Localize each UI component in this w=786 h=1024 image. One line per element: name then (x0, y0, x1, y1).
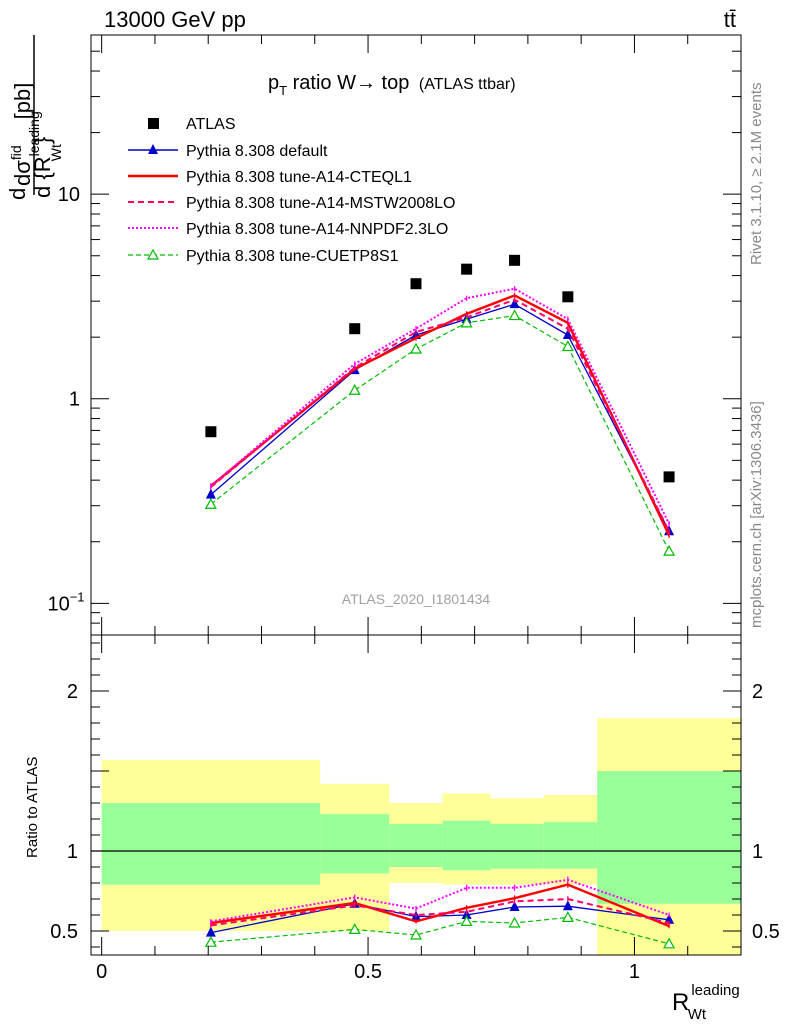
main-series-4-point (663, 544, 676, 556)
ratio-y-tick-label: 0.5 (50, 921, 78, 943)
chart-title: pT ratio W→ top (ATLAS ttbar) (268, 72, 516, 98)
x-tick-label: 1 (629, 961, 640, 983)
ratio-y-tick-label-right: 2 (752, 681, 763, 703)
legend: ATLAS Pythia 8.308 default Pythia 8.308 … (128, 116, 455, 265)
ratio-series-4-point (460, 915, 473, 927)
main-series-3-line (210, 287, 670, 525)
main-series-4-point (409, 342, 423, 354)
atlas-data-point (461, 263, 473, 275)
main-series-4-point (508, 309, 521, 321)
ratio-series-4-point (204, 935, 217, 947)
ratio-series-0-point (205, 926, 216, 937)
ratio-series-4-point (508, 916, 521, 928)
atlas-data-point (349, 323, 361, 335)
legend-marker-default (148, 144, 158, 154)
legend-label-mstw: Pythia 8.308 tune-A14-MSTW2008LO (186, 195, 455, 212)
main-series-4-point (204, 498, 217, 509)
ratio-series-4-point (348, 923, 361, 935)
main-series-4-point (561, 340, 574, 352)
main-y-tick-label-base: 10 (58, 184, 80, 206)
ratio-series-4-point (409, 928, 423, 940)
main-y-tick-label-exp: −1 (70, 589, 85, 604)
legend-label-cteql1: Pythia 8.308 tune-A14-CTEQL1 (186, 169, 412, 186)
ratio-y-tick-label-right: 1 (752, 841, 763, 863)
legend-marker-atlas (148, 118, 159, 129)
uncertainty-band-green (543, 822, 598, 869)
atlas-data-point (410, 278, 422, 290)
ylabel-denominator: d {Rleading Wt} (26, 111, 64, 198)
main-y-tick-label-base: 10 (47, 593, 69, 615)
main-series-4-line (210, 314, 670, 552)
x-tick-label: 0.5 (354, 961, 382, 983)
main-series-0-line (210, 303, 670, 532)
legend-label-atlas: ATLAS (186, 116, 236, 133)
ratio-series-4-point (561, 911, 574, 923)
legend-label-nnpdf: Pythia 8.308 tune-A14-NNPDF2.3LO (186, 221, 448, 238)
ylabel-numerator: dσfid[pb] (8, 83, 35, 186)
uncertainty-band-green (490, 823, 544, 869)
uncertainty-band-green (389, 823, 443, 867)
process-label: tt̄ (724, 7, 736, 32)
ratio-y-tick-label: 2 (67, 681, 78, 703)
atlas-data-point (509, 254, 521, 266)
atlas-data-point (205, 426, 217, 438)
uncertainty-band-green (320, 814, 390, 874)
energy-label: 13000 GeV pp (104, 7, 246, 32)
main-series-0-point (562, 328, 573, 339)
atlas-data-point (663, 471, 675, 483)
main-y-tick-label: 10 (58, 184, 80, 206)
main-series-4-point (348, 384, 361, 395)
atlas-data-point (562, 291, 574, 303)
uncertainty-band-green (101, 803, 321, 885)
main-ylabel: d dσfid[pb] d {Rleading Wt} (5, 35, 64, 200)
ratio-y-tick-label: 1 (67, 841, 78, 863)
ylabel-d: d (5, 188, 30, 200)
legend-marker-cuetp8s1 (146, 248, 160, 260)
x-tick-label: 0 (96, 961, 107, 983)
legend-label-cuetp8s1: Pythia 8.308 tune-CUETP8S1 (186, 248, 399, 265)
uncertainty-band-green (597, 771, 741, 904)
ratio-series-0-point (509, 901, 520, 911)
main-y-tick-label: 1 (69, 389, 80, 411)
main-series-4-point (460, 316, 473, 328)
main-series-1-line (210, 294, 671, 536)
ratio-series-4-point (663, 937, 676, 949)
ratio-y-tick-label-right: 0.5 (752, 921, 780, 943)
main-y-tick-label-base: 1 (69, 389, 80, 411)
analysis-watermark: ATLAS_2020_I1801434 (342, 591, 491, 607)
main-series-0-point (205, 488, 216, 499)
main-series-0-point (509, 298, 520, 309)
legend-label-default: Pythia 8.308 default (186, 143, 328, 160)
ratio-series-0-point (664, 913, 675, 924)
mcplots-label: mcplots.cern.ch [arXiv:1306.3436] (748, 401, 765, 628)
ratio-frame (90, 634, 742, 956)
uncertainty-band-green (442, 820, 491, 871)
main-series-2-line (210, 298, 670, 532)
ratio-series-0-point (562, 900, 573, 911)
main-y-tick-label: 10−1 (47, 589, 84, 615)
rivet-label: Rivet 3.1.10, ≥ 2.1M events (748, 83, 765, 266)
ratio-ylabel: Ratio to ATLAS (24, 757, 41, 858)
